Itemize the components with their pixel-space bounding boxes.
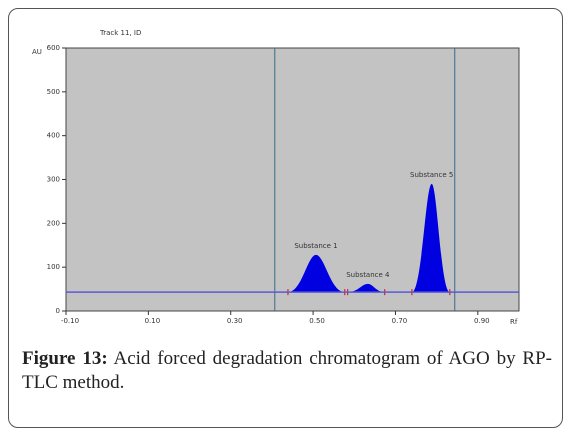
chart: Track 11, ID AU Rf 0 100 200 300 400 500 600 -0… xyxy=(32,29,520,326)
y-tick-label: 600 xyxy=(47,44,60,52)
x-tick-label: 0.30 xyxy=(227,317,243,325)
y-tick-label: 0 xyxy=(56,307,60,315)
x-tick-label: 0.50 xyxy=(309,317,325,325)
peak xyxy=(287,254,345,293)
plot-area xyxy=(65,47,520,312)
caption: Figure 13: Acid forced degradation chrom… xyxy=(22,347,552,395)
y-tick-label: 300 xyxy=(47,176,60,184)
peak-label: Substance 4 xyxy=(346,271,390,279)
caption-text: Acid forced degradation chromatogram of … xyxy=(22,348,553,393)
caption-label: Figure 13: xyxy=(22,348,108,369)
x-tick-label: -0.10 xyxy=(61,317,79,325)
x-tick-label: 0.70 xyxy=(392,317,408,325)
figure-frame xyxy=(8,8,563,428)
x-axis-label: Rf xyxy=(510,318,518,326)
chart-title: Track 11, ID xyxy=(99,29,141,37)
peak-label: Substance 5 xyxy=(410,171,453,179)
y-tick-label: 100 xyxy=(47,263,60,271)
y-axis-label: AU xyxy=(32,48,42,56)
y-tick-label: 500 xyxy=(47,88,60,96)
y-tick-label: 400 xyxy=(47,132,60,140)
y-tick-label: 200 xyxy=(47,219,60,227)
peak-label: Substance 1 xyxy=(294,242,337,250)
peak xyxy=(411,183,450,293)
peak xyxy=(347,283,385,293)
x-tick-label: 0.90 xyxy=(474,317,490,325)
x-tick-label: 0.10 xyxy=(145,317,161,325)
